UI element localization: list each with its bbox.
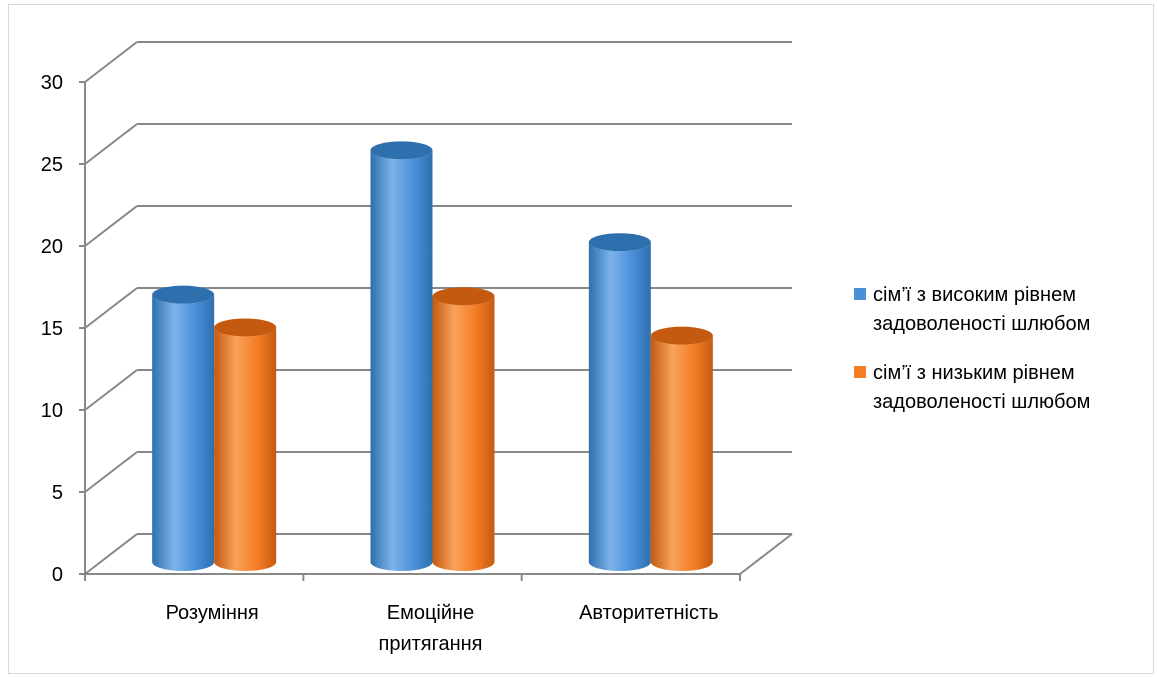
bar-top-2-3 <box>650 326 713 345</box>
bar-1-2 <box>370 150 433 572</box>
side-gridline <box>84 533 138 575</box>
legend-item: сім’ї з низьким рівнем задоволеності шлюб… <box>851 359 1157 417</box>
x-category-label: Розуміння <box>166 602 259 624</box>
floor-right-edge <box>739 533 793 575</box>
side-gridline <box>84 205 138 247</box>
bar-top-2-2 <box>432 287 495 306</box>
x-category-label: притягання <box>378 633 482 655</box>
y-tick-label: 25 <box>41 154 63 176</box>
legend-swatch <box>854 288 866 300</box>
legend: сім’ї з високим рівнем задоволеності шлюб… <box>851 281 1157 437</box>
y-tick-label: 20 <box>41 236 63 258</box>
legend-label: задоволеності шлюбом <box>873 391 1091 413</box>
legend-swatch <box>854 366 866 378</box>
legend-label: задоволеності шлюбом <box>873 313 1091 335</box>
chart-frame: 0 5 10 15 20 25 30 Розуміння Емоційне притягання А… <box>8 4 1154 674</box>
y-tick-label: 10 <box>41 400 63 422</box>
bar-1-1 <box>152 294 215 571</box>
x-category-label: Емоційне <box>387 602 474 624</box>
bar-top-1-1 <box>152 285 215 304</box>
bar-2-1 <box>214 327 277 571</box>
y-tick-label: 0 <box>52 564 63 586</box>
y-tick-label: 15 <box>41 318 63 340</box>
legend-label: сім’ї з низьким рівнем <box>873 362 1075 384</box>
side-gridline <box>84 123 138 165</box>
legend-label: сім’ї з високим рівнем <box>873 284 1076 306</box>
chart-svg: 0 5 10 15 20 25 30 Розуміння Емоційне притягання А… <box>41 41 793 655</box>
bar-2-2 <box>432 296 495 571</box>
legend-item: сім’ї з високим рівнем задоволеності шлюб… <box>851 281 1157 339</box>
bar-top-1-3 <box>588 233 651 252</box>
bar-top-2-1 <box>214 318 277 337</box>
bar-2-3 <box>650 335 713 571</box>
y-tick-label: 30 <box>41 72 63 94</box>
x-category-label: Авторитетність <box>579 602 719 624</box>
y-tick-label: 5 <box>52 482 63 504</box>
side-gridline <box>84 41 138 83</box>
side-gridline <box>84 369 138 411</box>
bar-top-1-2 <box>370 141 433 160</box>
side-gridline <box>84 451 138 493</box>
bar-1-3 <box>588 242 651 571</box>
side-gridline <box>84 287 138 329</box>
